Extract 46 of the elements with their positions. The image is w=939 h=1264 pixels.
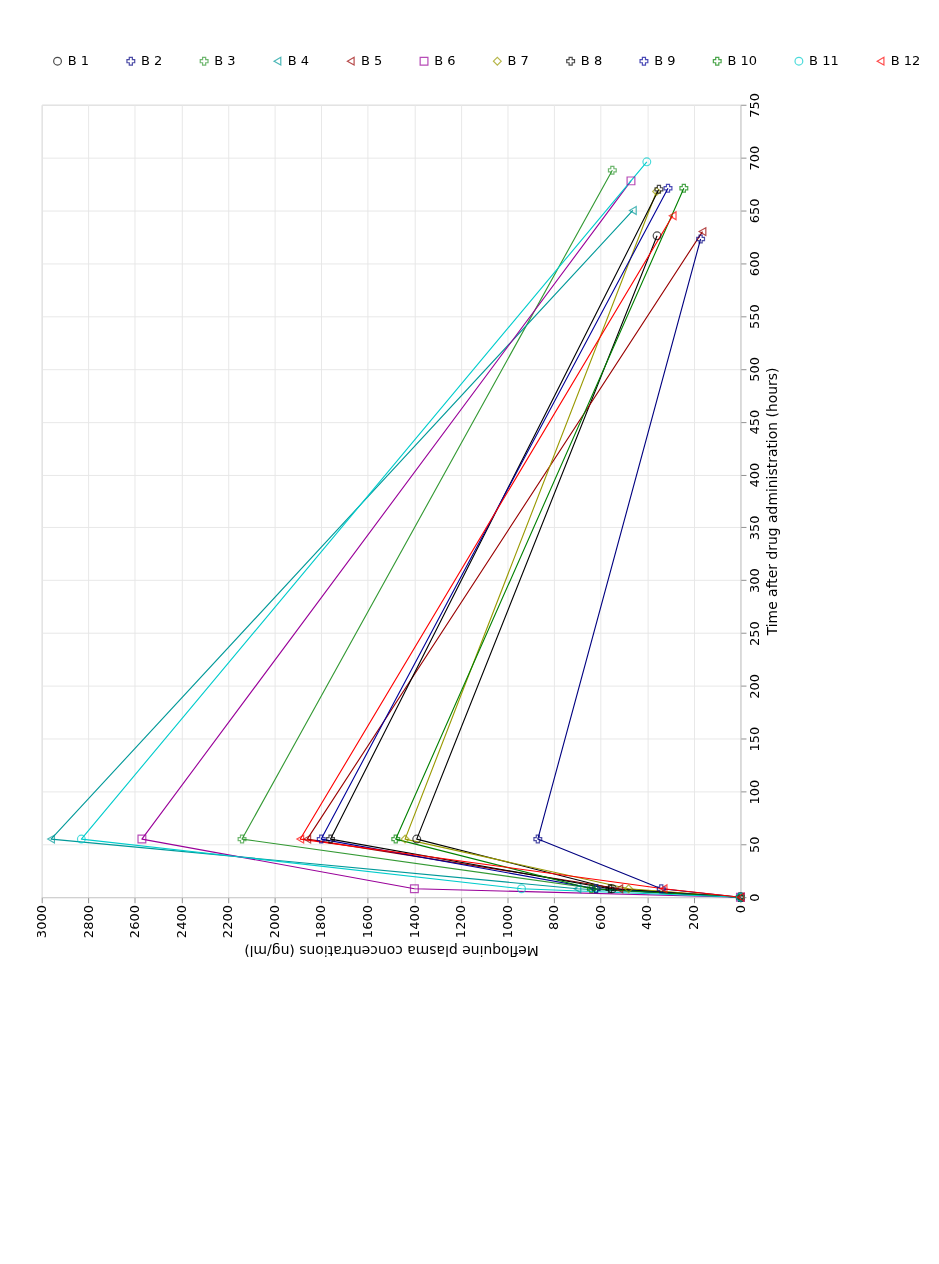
y-tick-label: 650 (746, 198, 762, 224)
x-tick-label: 0 (732, 905, 748, 914)
legend-label: B 1 (67, 52, 90, 68)
x-tick-label: 3000 (33, 905, 49, 939)
y-tick-label: 700 (746, 145, 762, 171)
x-tick-label: 2800 (80, 905, 96, 939)
x-tick-label: 2000 (266, 905, 282, 939)
x-tick-label: 600 (592, 905, 608, 930)
x-tick-label: 1000 (499, 905, 515, 939)
y-tick-label: 0 (746, 893, 762, 902)
legend-label: B 4 (287, 52, 309, 68)
legend-label: B 8 (580, 52, 603, 68)
legend-label: B 7 (507, 52, 529, 68)
legend-label: B 6 (434, 52, 456, 68)
legend-label: B 11 (809, 52, 839, 68)
y-tick-label: 450 (746, 409, 762, 435)
x-tick-label: 2400 (173, 905, 189, 939)
legend-label: B 10 (727, 52, 758, 68)
x-tick-label: 1400 (406, 905, 422, 939)
y-axis-title: Time after drug administration (hours) (764, 367, 781, 637)
y-tick-label: 350 (746, 515, 762, 541)
legend-label: B 3 (214, 52, 236, 68)
y-tick-label: 200 (746, 673, 762, 699)
y-tick-label: 250 (746, 621, 762, 646)
y-tick-label: 100 (746, 779, 762, 805)
y-tick-label: 400 (746, 462, 762, 488)
y-tick-label: 300 (746, 568, 762, 594)
x-tick-label: 2600 (127, 905, 143, 939)
x-tick-label: 1800 (313, 905, 329, 939)
x-tick-label: 1200 (453, 905, 469, 939)
x-axis-title: Mefloquine plasma concentrations (ng/ml) (244, 942, 539, 959)
y-tick-label: 500 (746, 357, 762, 382)
y-tick-label: 550 (746, 304, 762, 329)
legend-label: B 2 (141, 52, 163, 68)
y-tick-label: 150 (746, 726, 762, 752)
x-tick-label: 1600 (359, 905, 375, 939)
legend-label: B 9 (654, 52, 676, 68)
y-tick-label: 600 (746, 251, 762, 277)
x-tick-label: 400 (639, 905, 655, 930)
x-tick-label: 200 (686, 905, 702, 930)
y-tick-label: 50 (746, 836, 762, 854)
legend-label: B 5 (360, 52, 383, 68)
y-tick-label: 750 (746, 92, 762, 118)
legend-label: B 12 (890, 52, 921, 68)
x-tick-label: 2200 (220, 905, 236, 939)
x-tick-label: 800 (546, 905, 562, 930)
